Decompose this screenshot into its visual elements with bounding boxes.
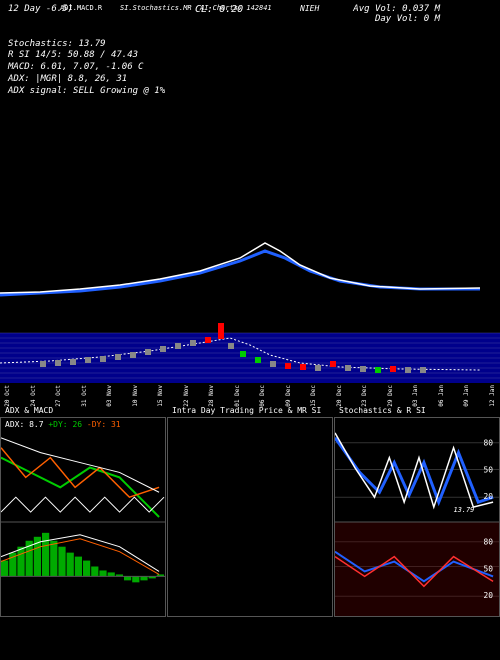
panel-adx-label: ADX: 8.7 +DY: 26 -DY: 31	[5, 420, 121, 429]
date-tick: 03 Jan	[412, 385, 419, 407]
date-tick: 24 Oct	[30, 385, 37, 407]
svg-text:50: 50	[484, 465, 494, 474]
panel-stoch-title: Stochastics & R SI	[339, 406, 426, 415]
date-tick: 09 Dec	[285, 385, 292, 407]
date-tick: 15 Nov	[157, 385, 164, 407]
date-tick: 27 Oct	[55, 385, 62, 407]
date-tick: 20 Dec	[336, 385, 343, 407]
date-tick: 20 Oct	[4, 385, 11, 407]
date-tick: 31 Oct	[81, 385, 88, 407]
indicator-stats: Stochastics: 13.79 R SI 14/5: 50.88 / 47…	[0, 37, 500, 99]
date-tick: 06 Jan	[438, 385, 445, 407]
date-tick: 01 Dec	[234, 385, 241, 407]
overlay-si: SI.Stochastics.MR	[120, 4, 192, 12]
date-tick: 28 Nov	[208, 385, 215, 407]
stat-macd: MACD: 6.01, 7.07, -1.06 C	[8, 62, 492, 74]
panel-adx-title: ADX & MACD	[5, 406, 53, 415]
svg-text:50: 50	[484, 564, 494, 573]
close-price: CL: 6.20	[195, 4, 243, 15]
stat-rsi: R SI 14/5: 50.88 / 47.43	[8, 50, 492, 62]
date-tick: 15 Dec	[310, 385, 317, 407]
stat-adx: ADX: |MGR| 8.8, 26, 31	[8, 74, 492, 86]
date-tick: 09 Jan	[463, 385, 470, 407]
svg-text:20: 20	[484, 591, 494, 600]
avg-vol: Avg Vol: 0.037 M	[353, 4, 440, 14]
date-tick: 12 Jan	[489, 385, 496, 407]
panel-intraday: Intra Day Trading Price & MR SI	[167, 417, 333, 617]
svg-text:80: 80	[484, 538, 494, 547]
day-vol: Day Vol: 0 M	[353, 14, 440, 24]
date-tick: 10 Nov	[132, 385, 139, 407]
date-tick: 03 Nov	[106, 385, 113, 407]
panel-intra-title: Intra Day Trading Price & MR SI	[172, 406, 321, 415]
svg-text:20: 20	[484, 492, 494, 501]
panel-stochastics: Stochastics & R SI 80502013.79805020	[334, 417, 500, 617]
nieh-label: NIEH	[300, 4, 319, 14]
overlay-adi: ADI.MACD.R	[60, 4, 102, 12]
bottom-panels: ADX & MACD ADX: 8.7 +DY: 26 -DY: 31 Intr…	[0, 417, 500, 617]
main-price-chart	[0, 103, 500, 383]
svg-text:80: 80	[484, 439, 494, 448]
date-tick: 22 Nov	[183, 385, 190, 407]
date-tick: 23 Dec	[361, 385, 368, 407]
date-tick: 06 Dec	[259, 385, 266, 407]
date-tick: 29 Dec	[387, 385, 394, 407]
svg-text:13.79: 13.79	[454, 506, 475, 514]
stat-adx-signal: ADX signal: SELL Growing @ 1%	[8, 86, 492, 98]
panel-adx-macd: ADX & MACD ADX: 8.7 +DY: 26 -DY: 31	[0, 417, 166, 617]
stat-stochastics: Stochastics: 13.79	[8, 39, 492, 51]
